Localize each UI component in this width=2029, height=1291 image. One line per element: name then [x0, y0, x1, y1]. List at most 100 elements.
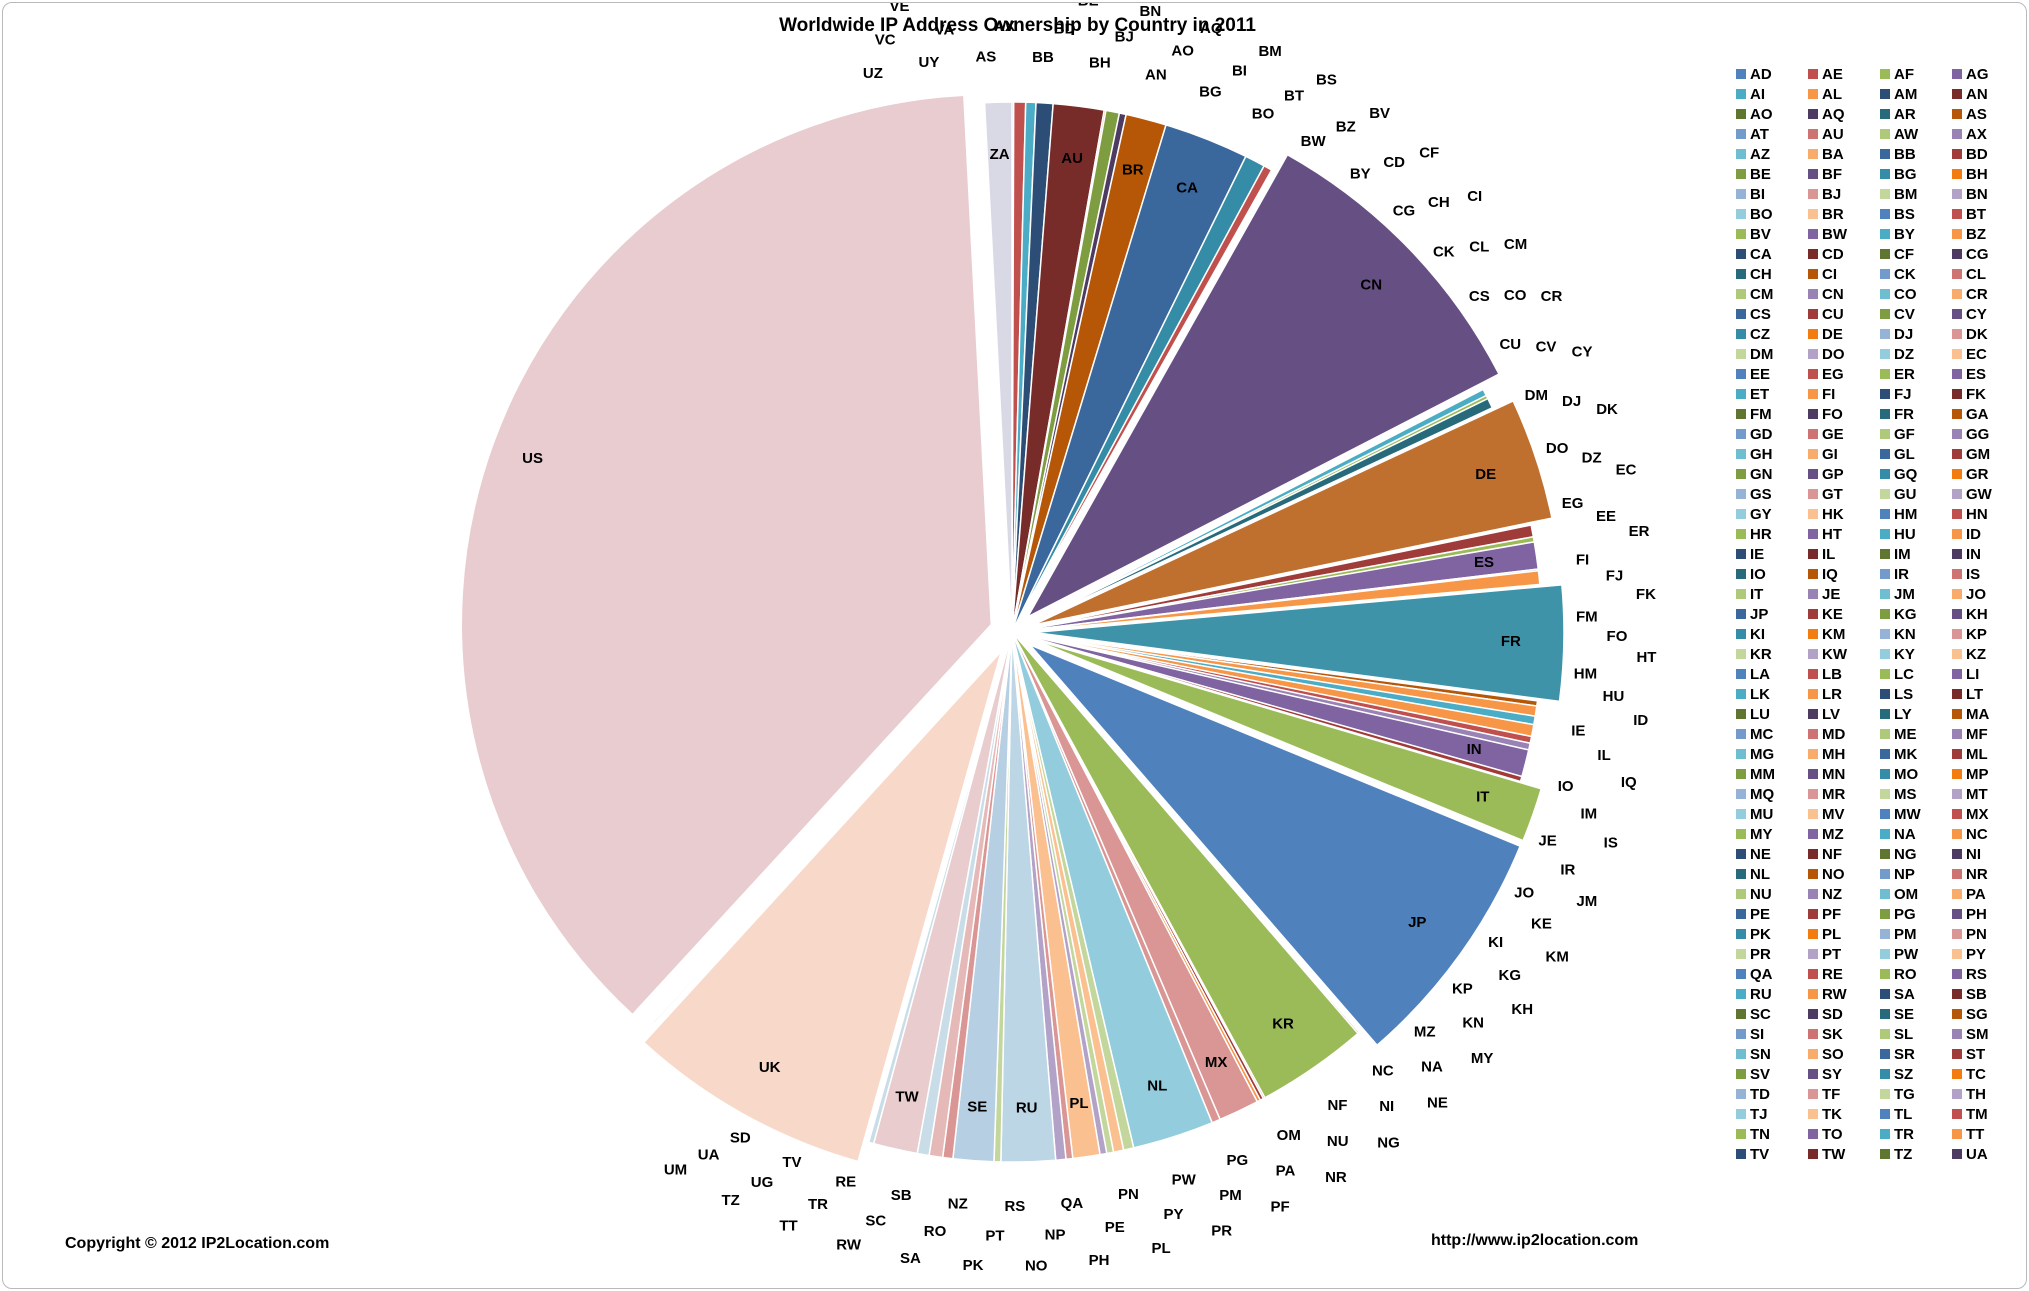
legend-item-is: IS [1952, 565, 1980, 585]
legend-label: NG [1894, 846, 1917, 863]
legend-swatch [1808, 149, 1818, 160]
legend-label: SC [1750, 1006, 1771, 1023]
legend-swatch [1808, 449, 1818, 460]
legend-item-py: PY [1952, 945, 1986, 965]
legend-item-cv: CV [1880, 305, 1915, 325]
legend-label: FO [1822, 406, 1843, 423]
legend-label: IQ [1822, 566, 1838, 583]
legend-item-sr: SR [1880, 1045, 1915, 1065]
legend-item-sz: SZ [1880, 1065, 1913, 1085]
legend-label: CK [1894, 266, 1916, 283]
legend-item-ph: PH [1952, 905, 1987, 925]
legend-swatch [1736, 469, 1746, 480]
legend-label: MZ [1822, 826, 1844, 843]
legend-item-pk: PK [1736, 925, 1771, 945]
legend-label: TN [1750, 1126, 1770, 1143]
outer-label-bh: BH [1089, 55, 1111, 72]
outer-label-pe: PE [1105, 1219, 1125, 1236]
legend-item-ki: KI [1736, 625, 1765, 645]
legend-label: TD [1750, 1086, 1770, 1103]
legend-label: LC [1894, 666, 1914, 683]
legend-swatch [1880, 509, 1890, 520]
legend-swatch [1880, 349, 1890, 360]
legend-item-id: ID [1952, 525, 1981, 545]
legend-item-sy: SY [1808, 1065, 1842, 1085]
legend-swatch [1736, 909, 1746, 920]
legend-swatch [1808, 749, 1818, 760]
legend-label: TT [1966, 1126, 1985, 1143]
legend-item-il: IL [1808, 545, 1835, 565]
legend-label: IS [1966, 566, 1981, 583]
outer-label-dz: DZ [1582, 450, 1602, 467]
legend-label: CU [1822, 306, 1844, 323]
outer-label-fo: FO [1607, 628, 1628, 645]
outer-label-bt: BT [1284, 88, 1304, 105]
legend-item-ng: NG [1880, 845, 1917, 865]
legend-item-aq: AQ [1808, 105, 1845, 125]
legend-swatch [1880, 589, 1890, 600]
legend-label: AE [1822, 66, 1843, 83]
legend-item-td: TD [1736, 1085, 1770, 1105]
pie-slice-za [983, 101, 1013, 633]
legend-swatch [1880, 1149, 1890, 1160]
legend-item-th: TH [1952, 1085, 1986, 1105]
legend-item-gr: GR [1952, 465, 1989, 485]
legend-label: BG [1894, 166, 1917, 183]
legend-item-pm: PM [1880, 925, 1917, 945]
legend-swatch [1880, 969, 1890, 980]
legend-label: AF [1894, 66, 1914, 83]
legend-swatch [1736, 449, 1746, 460]
legend-item-fj: FJ [1880, 385, 1912, 405]
legend-label: RU [1750, 986, 1772, 1003]
legend-label: NF [1822, 846, 1842, 863]
outer-label-mz: MZ [1414, 1023, 1436, 1040]
legend-swatch [1880, 1069, 1890, 1080]
legend-swatch [1880, 189, 1890, 200]
legend-swatch [1808, 809, 1818, 820]
legend-item-kr: KR [1736, 645, 1772, 665]
legend-item-lb: LB [1808, 665, 1842, 685]
legend-swatch [1880, 89, 1890, 100]
pie-chart: AU BR CA CN DE ES FR IN IT JP KR MX NL PL RU SE TW UK US ZA… [460, 3, 1656, 1275]
legend-label: BH [1966, 166, 1988, 183]
legend-swatch [1952, 1049, 1962, 1060]
legend-item-cd: CD [1808, 245, 1844, 265]
legend-swatch [1736, 189, 1746, 200]
legend-item-re: RE [1808, 965, 1843, 985]
legend-item-cl: CL [1952, 265, 1986, 285]
legend-item-ht: HT [1808, 525, 1842, 545]
outer-label-ax: AX [994, 18, 1015, 35]
legend-label: BR [1822, 206, 1844, 223]
legend-label: MU [1750, 806, 1774, 823]
legend-swatch [1808, 1009, 1818, 1020]
legend-label: FI [1822, 386, 1836, 403]
legend-item-ie: IE [1736, 545, 1764, 565]
legend-item-az: AZ [1736, 145, 1770, 165]
legend-label: GP [1822, 466, 1844, 483]
legend-label: KR [1750, 646, 1772, 663]
legend-swatch [1952, 749, 1962, 760]
legend-swatch [1952, 489, 1962, 500]
legend-item-gq: GQ [1880, 465, 1917, 485]
legend-swatch [1808, 829, 1818, 840]
legend-swatch [1952, 949, 1962, 960]
legend-label: CV [1894, 306, 1915, 323]
legend-swatch [1952, 209, 1962, 220]
legend-label: CM [1750, 286, 1774, 303]
legend-item-ag: AG [1952, 65, 1989, 85]
legend-swatch [1880, 749, 1890, 760]
legend-label: LU [1750, 706, 1770, 723]
legend-item-bz: BZ [1952, 225, 1986, 245]
outer-label-ke: KE [1531, 916, 1552, 933]
legend-label: BV [1750, 226, 1771, 243]
legend-swatch [1736, 829, 1746, 840]
legend-item-jm: JM [1880, 585, 1915, 605]
legend-swatch [1808, 529, 1818, 540]
legend-label: IL [1822, 546, 1836, 563]
legend-swatch [1736, 169, 1746, 180]
legend-item-dj: DJ [1880, 325, 1913, 345]
legend-label: MR [1822, 786, 1846, 803]
legend-label: PL [1822, 926, 1842, 943]
legend-item-ch: CH [1736, 265, 1772, 285]
outer-label-bs: BS [1316, 71, 1337, 88]
